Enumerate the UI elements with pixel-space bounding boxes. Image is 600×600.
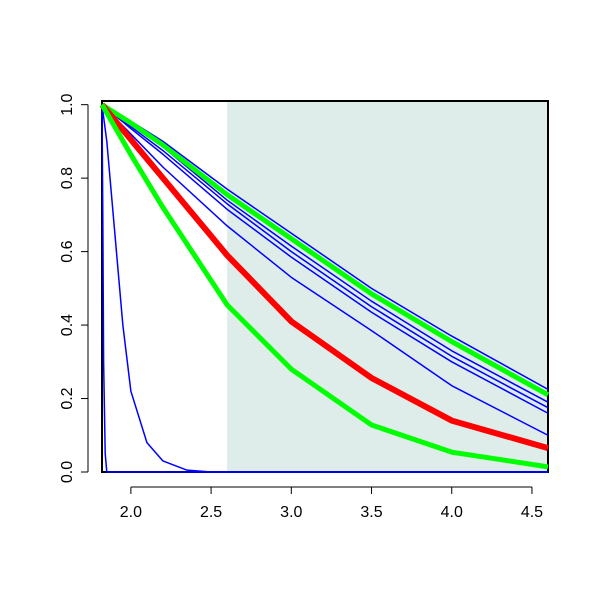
line-series <box>101 104 549 409</box>
x-tick-label: 2.5 <box>200 504 222 521</box>
x-tick-label: 4.0 <box>441 504 463 521</box>
line-series <box>101 104 548 473</box>
y-tick-label: 0.0 <box>59 461 76 483</box>
y-tick-label: 0.4 <box>59 314 76 336</box>
x-tick-label: 3.0 <box>280 504 302 521</box>
x-tick-label: 4.5 <box>521 504 543 521</box>
line-series <box>99 103 549 470</box>
line-series <box>100 102 550 398</box>
shaded-region <box>227 101 548 472</box>
line-series <box>99 102 549 452</box>
line-series <box>101 104 549 414</box>
x-tick-label: 2.0 <box>120 504 142 521</box>
line-series <box>101 104 549 436</box>
y-tick-label: 0.2 <box>59 387 76 409</box>
x-tick-label: 3.5 <box>360 504 382 521</box>
y-tick-label: 1.0 <box>59 93 76 115</box>
y-tick-label: 0.8 <box>59 167 76 189</box>
y-tick-label: 0.6 <box>59 240 76 262</box>
line-series <box>101 104 548 473</box>
